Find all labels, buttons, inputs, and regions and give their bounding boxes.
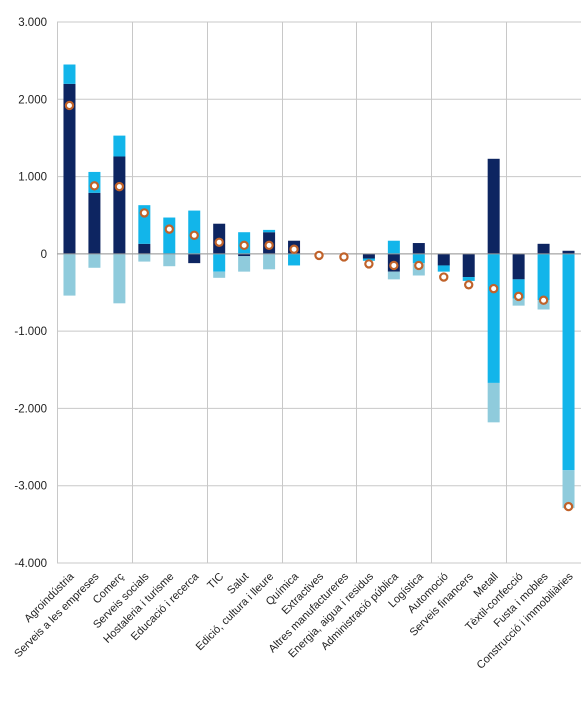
total-marker — [114, 181, 125, 192]
bar-segment — [113, 253, 126, 304]
bar-segment — [512, 298, 525, 306]
bar-segment — [238, 256, 251, 272]
total-marker — [239, 240, 249, 251]
bar-segment — [562, 253, 575, 471]
total-marker — [563, 501, 574, 512]
total-marker — [339, 252, 349, 262]
total-marker — [389, 260, 399, 271]
bar-segment — [113, 135, 126, 157]
bar-segment — [487, 158, 500, 254]
y-tick-label: 1.000 — [18, 172, 47, 184]
bar-segment — [362, 253, 375, 259]
total-marker — [314, 250, 324, 261]
bar-segment — [512, 253, 525, 280]
total-markers — [64, 100, 574, 512]
bar-segment — [487, 382, 500, 423]
y-tick-label: -2.000 — [14, 403, 47, 415]
bar-segment — [113, 156, 126, 254]
bar-segment — [63, 253, 76, 296]
total-marker — [513, 291, 524, 302]
y-tick-label: -3.000 — [14, 481, 47, 493]
bar-segment — [138, 243, 151, 254]
bar-segment — [238, 253, 251, 257]
bar-segment — [387, 240, 400, 254]
bar-segment — [63, 83, 76, 254]
grid-lines — [57, 21, 581, 564]
total-marker — [64, 100, 75, 111]
total-marker — [439, 272, 449, 282]
bar-segment — [412, 243, 425, 254]
bar-segment — [88, 192, 101, 254]
bar-segment — [63, 64, 76, 84]
bar-segment — [213, 271, 226, 278]
total-marker — [264, 240, 274, 251]
total-marker — [488, 283, 499, 294]
total-marker — [189, 230, 199, 241]
bar-segment — [88, 253, 101, 268]
bar-segment — [562, 470, 575, 509]
bar-segment — [213, 253, 226, 272]
total-marker — [139, 208, 150, 218]
bar-segment — [462, 253, 475, 278]
bar-segment — [163, 253, 176, 267]
y-tick-label: 0 — [41, 249, 47, 261]
bar-segment — [163, 217, 176, 254]
y-tick-label: 3.000 — [18, 17, 47, 29]
bar-segment — [138, 253, 151, 262]
total-marker — [214, 237, 224, 247]
bar-segment — [437, 265, 450, 272]
bar-segment — [188, 253, 201, 264]
bar-segment — [437, 253, 450, 266]
total-marker — [414, 260, 424, 271]
total-marker — [89, 181, 100, 191]
bar-segment — [462, 277, 475, 281]
bar-segment — [537, 243, 550, 254]
y-tick-label: -4.000 — [14, 558, 47, 570]
bar-segment — [537, 253, 550, 301]
total-marker — [289, 244, 299, 254]
y-axis: 3.000 2.000 1.000 0 -1.000 -2.000 -3.000 -4.000 — [14, 17, 47, 570]
bar-segment — [562, 250, 575, 254]
y-tick-label: -1.000 — [14, 326, 47, 338]
total-marker — [164, 224, 174, 234]
total-marker — [538, 295, 549, 305]
bar-segment — [387, 271, 400, 280]
total-marker — [464, 280, 474, 290]
y-tick-label: 2.000 — [18, 94, 47, 106]
bar-segment — [487, 253, 500, 383]
bar-segment — [288, 253, 301, 266]
x-tick-label: TIC — [205, 571, 226, 592]
bars — [63, 64, 575, 509]
total-marker — [364, 259, 374, 269]
bar-segment — [263, 229, 276, 233]
bar-segment — [412, 253, 425, 264]
bar-segment — [263, 253, 276, 270]
